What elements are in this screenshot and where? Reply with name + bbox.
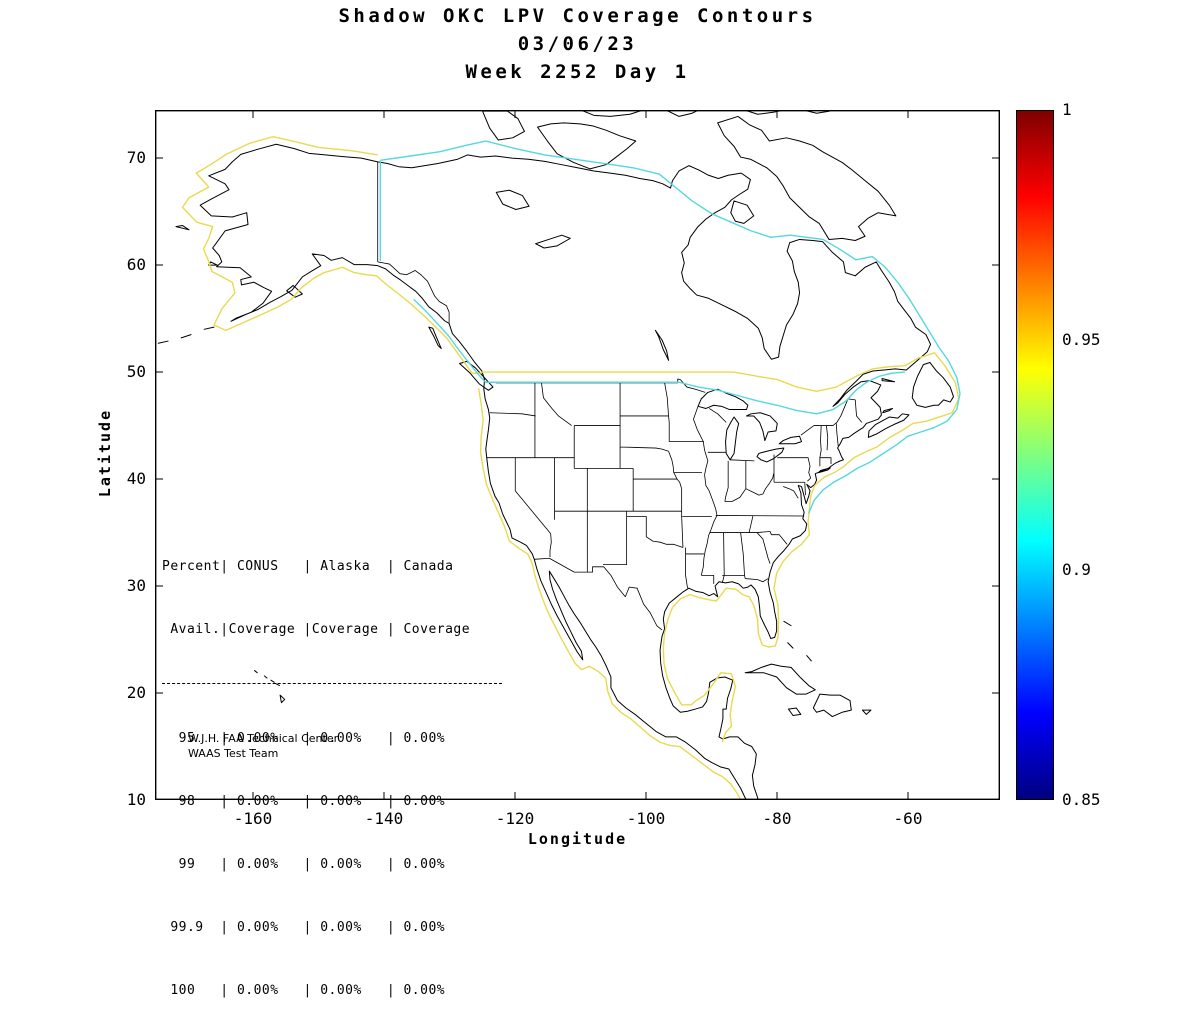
x-axis-label: Longitude	[527, 830, 628, 848]
x-tick-n140: -140	[364, 809, 404, 828]
map-plot-area	[155, 110, 1000, 800]
contour-level-090	[380, 141, 960, 513]
y-tick-60: 60	[126, 255, 146, 274]
chart-title-date: 03/06/23	[517, 33, 638, 55]
waas-coverage-plot-page: { "title": { "line1": "Shadow OKC LPV Co…	[96, 2, 1101, 998]
contour-level-095	[183, 137, 959, 800]
y-axis-label: Latitude	[96, 408, 114, 498]
islands-coastline	[158, 110, 953, 717]
colorbar-tick-1: 1	[1062, 100, 1072, 119]
colorbar-tick-085: 0.85	[1062, 790, 1101, 809]
coverage-table-row: 98 | 0.00% | 0.00% | 0.00%	[162, 794, 446, 809]
y-tick-40: 40	[126, 469, 146, 488]
colorbar-tick-09: 0.9	[1062, 560, 1091, 579]
chart-titles: Shadow OKC LPV Coverage Contours 03/06/2…	[155, 2, 1000, 86]
colorbar-tick-095: 0.95	[1062, 330, 1101, 349]
x-tick-n80: -80	[762, 809, 792, 828]
x-tick-n160: -160	[233, 809, 273, 828]
coverage-table: Percent| CONUS | Alaska | Canada Avail.|…	[162, 514, 502, 1022]
credit-block: W.J.H. FAA Technical Center WAAS Test Te…	[188, 731, 338, 761]
coverage-table-row: 99 | 0.00% | 0.00% | 0.00%	[162, 857, 446, 872]
y-tick-50: 50	[126, 362, 146, 381]
coverage-map-svg	[155, 110, 1000, 800]
y-tick-70: 70	[126, 148, 146, 167]
x-tick-n100: -100	[626, 809, 666, 828]
x-tick-n120: -120	[495, 809, 535, 828]
chart-title-week: Week 2252 Day 1	[465, 61, 690, 83]
mainland-coastline	[200, 144, 930, 800]
x-tick-n60: -60	[893, 809, 923, 828]
political-borders	[378, 162, 862, 630]
y-tick-20: 20	[126, 683, 146, 702]
y-tick-30: 30	[126, 576, 146, 595]
y-tick-10: 10	[126, 790, 146, 809]
chart-title-line1: Shadow OKC LPV Coverage Contours	[338, 5, 817, 27]
coverage-table-row: 99.9 | 0.00% | 0.00% | 0.00%	[162, 920, 446, 935]
colorbar	[1016, 110, 1054, 800]
coverage-table-header1: Percent| CONUS | Alaska | Canada	[162, 559, 454, 574]
coverage-table-header2: Avail.|Coverage |Coverage | Coverage	[162, 622, 471, 637]
coverage-table-row: 95 | 0.00% | 0.00% | 0.00%	[162, 731, 446, 746]
coverage-table-row: 100 | 0.00% | 0.00% | 0.00%	[162, 983, 446, 998]
coverage-table-separator	[162, 683, 502, 686]
plot-box-frame	[155, 110, 1000, 800]
credit-line1: W.J.H. FAA Technical Center	[188, 732, 339, 745]
axis-tick-marks	[155, 110, 1000, 800]
lakes-outline	[496, 190, 801, 462]
credit-line2: WAAS Test Team	[188, 747, 279, 760]
